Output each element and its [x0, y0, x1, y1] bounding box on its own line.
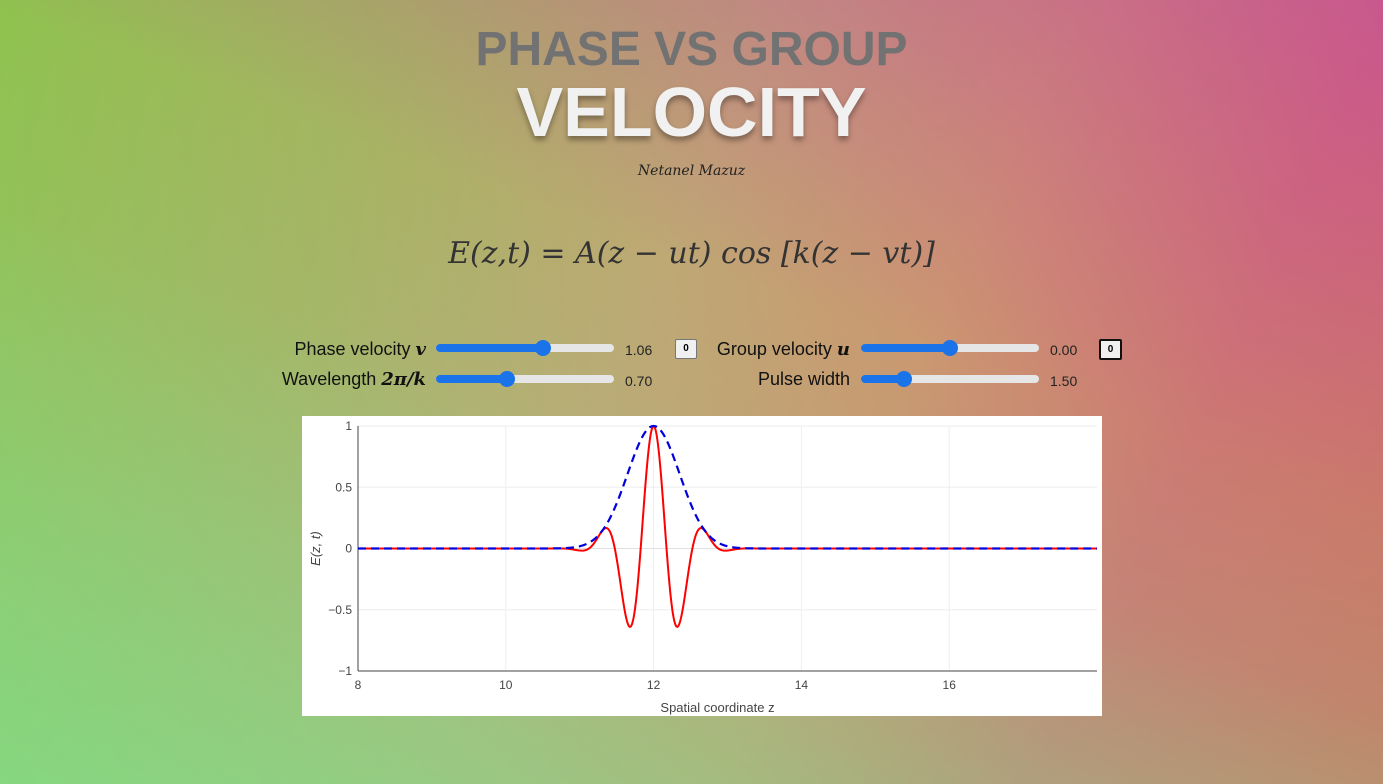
x-tick-label: 16 [943, 678, 957, 692]
y-tick-label: 0 [345, 542, 352, 556]
slider-thumb[interactable] [895, 371, 912, 387]
author-signature: Netanel Mazuz [637, 163, 746, 179]
group-velocity-value: 0.00 [1050, 342, 1078, 358]
x-tick-label: 10 [499, 678, 513, 692]
slider-fill [861, 344, 950, 352]
phase-velocity-slider[interactable] [436, 340, 614, 356]
group-velocity-slider[interactable] [861, 340, 1039, 356]
page-title-line1: PHASE VS GROUP [475, 23, 908, 76]
pulse-width-value: 1.50 [1050, 373, 1078, 389]
wavelength-label: Wavelength 2π/k [281, 369, 426, 390]
slider-thumb[interactable] [534, 340, 551, 356]
y-tick-label: −0.5 [328, 603, 352, 617]
group-velocity-label: Group velocity u [716, 339, 850, 360]
slider-fill [861, 375, 904, 383]
phase-velocity-reset-button[interactable]: 0 [675, 339, 697, 359]
group-velocity-reset-button[interactable]: 0 [1099, 339, 1122, 360]
pulse-width-slider[interactable] [861, 371, 1039, 387]
slider-thumb[interactable] [942, 340, 958, 356]
slider-thumb[interactable] [499, 371, 516, 387]
x-tick-label: 14 [795, 678, 809, 692]
phase-velocity-value: 1.06 [625, 342, 653, 358]
y-tick-label: 0.5 [335, 480, 352, 494]
phase-velocity-label: Phase velocity v [294, 339, 426, 360]
wavelength-slider[interactable] [436, 371, 614, 387]
wavelength-value: 0.70 [625, 373, 653, 389]
x-tick-label: 8 [355, 678, 362, 692]
slider-fill [436, 344, 543, 352]
wave-plot[interactable]: 8 10 12 14 16 1 0.5 0 −0.5 −1 Spatial coordinate z… [302, 416, 1102, 716]
x-axis-title: Spatial coordinate z [660, 700, 774, 715]
pulse-width-label: Pulse width [757, 369, 850, 389]
wave-chart-svg: 8 10 12 14 16 1 0.5 0 −0.5 −1 Spatial coordinate z… [308, 419, 1097, 715]
wave-series-line [358, 424, 1097, 629]
envelope-series-line [358, 424, 1097, 550]
y-tick-label: −1 [338, 664, 352, 678]
slider-fill [436, 375, 508, 383]
y-axis-title: E(z, t) [308, 531, 323, 566]
y-tick-label: 1 [345, 419, 352, 433]
controls-panel: Phase velocity v 1.06 0 Group velocity u… [0, 336, 1383, 396]
x-tick-label: 12 [647, 678, 661, 692]
page-title-line2: VELOCITY [516, 73, 867, 151]
equation-formula: E(z,t) = A(z − ut) cos [k(z − vt)] [448, 236, 935, 271]
